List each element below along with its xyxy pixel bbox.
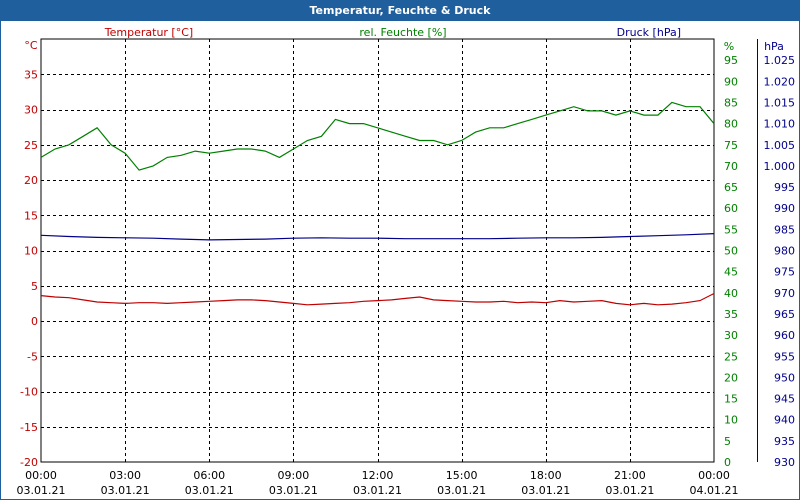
plot-area xyxy=(40,38,715,463)
tick-label-right-humidity: 25 xyxy=(724,350,738,363)
tick-label-x-time: 15:00 xyxy=(446,469,478,482)
tick-label-right-humidity: 15 xyxy=(724,393,738,406)
tick-label-right-humidity: 40 xyxy=(724,287,738,300)
unit-left: °C xyxy=(24,39,38,52)
tick-label-left: 35 xyxy=(24,68,38,81)
tick-label-x-time: 18:00 xyxy=(530,469,562,482)
tick-label-left: 15 xyxy=(24,209,38,222)
tick-label-right-humidity: 5 xyxy=(724,435,731,448)
series-line-left xyxy=(40,292,715,306)
tick-label-right-pressure: 995 xyxy=(774,181,795,194)
tick-label-right-humidity: 55 xyxy=(724,223,738,236)
tick-label-right-humidity: 70 xyxy=(724,160,738,173)
unit-right-pressure: hPa xyxy=(764,40,784,53)
tick-label-right-pressure: 990 xyxy=(774,202,795,215)
tick-label-x-date: 04.01.21 xyxy=(690,484,739,497)
tick-label-right-pressure: 980 xyxy=(774,245,795,258)
tick-label-right-humidity: 80 xyxy=(724,118,738,131)
tick-label-x-date: 03.01.21 xyxy=(17,484,66,497)
tick-label-right-pressure: 975 xyxy=(774,266,795,279)
tick-label-right-humidity: 30 xyxy=(724,329,738,342)
label-pressure: Druck [hPa] xyxy=(617,26,681,39)
tick-label-x-date: 03.01.21 xyxy=(353,484,402,497)
series-line-right1 xyxy=(40,101,715,171)
tick-label-left: 20 xyxy=(24,174,38,187)
tick-label-x-time: 12:00 xyxy=(362,469,394,482)
grid-lines xyxy=(41,39,714,462)
tick-label-left: -20 xyxy=(20,456,38,469)
tick-label-right-humidity: 95 xyxy=(724,54,738,67)
tick-label-right-pressure: 960 xyxy=(774,329,795,342)
tick-label-right-humidity: 75 xyxy=(724,139,738,152)
series-line-right2 xyxy=(40,233,715,241)
tick-label-x-date: 03.01.21 xyxy=(437,484,486,497)
tick-label-right-pressure: 1.005 xyxy=(764,139,796,152)
unit-right-humidity: % xyxy=(724,40,734,53)
series-lines xyxy=(40,101,715,306)
tick-label-right-humidity: 90 xyxy=(724,75,738,88)
tick-label-right-pressure: 935 xyxy=(774,435,795,448)
tick-label-right-humidity: 65 xyxy=(724,181,738,194)
tick-label-right-humidity: 20 xyxy=(724,371,738,384)
tick-label-right-pressure: 1.020 xyxy=(764,75,796,88)
tick-label-x-time: 00:00 xyxy=(698,469,730,482)
tick-label-left: -15 xyxy=(20,421,38,434)
window-title: Temperatur, Feuchte & Druck xyxy=(1,1,799,21)
tick-label-right-humidity: 50 xyxy=(724,245,738,258)
label-humidity: rel. Feuchte [%] xyxy=(359,26,446,39)
tick-label-x-time: 21:00 xyxy=(614,469,646,482)
tick-label-x-date: 03.01.21 xyxy=(101,484,150,497)
label-temperature: Temperatur [°C] xyxy=(104,26,193,39)
tick-label-left: -10 xyxy=(20,386,38,399)
tick-label-x-date: 03.01.21 xyxy=(605,484,654,497)
tick-label-left: 30 xyxy=(24,104,38,117)
tick-label-right-pressure: 930 xyxy=(774,456,795,469)
tick-label-right-humidity: 45 xyxy=(724,266,738,279)
tick-label-right-pressure: 965 xyxy=(774,308,795,321)
tick-label-left: 0 xyxy=(31,315,38,328)
tick-label-x-date: 03.01.21 xyxy=(185,484,234,497)
tick-label-x-time: 06:00 xyxy=(193,469,225,482)
tick-label-right-pressure: 970 xyxy=(774,287,795,300)
tick-label-right-pressure: 1.015 xyxy=(764,96,796,109)
tick-labels: -20 -15 -10 -5 0 5 10 15 20 25 30 35 0 5 10 15 20 25 30 35 4… xyxy=(17,39,795,497)
tick-label-left: -5 xyxy=(27,350,38,363)
tick-label-x-date: 03.01.21 xyxy=(521,484,570,497)
tick-label-right-pressure: 1.010 xyxy=(764,118,796,131)
tick-label-right-pressure: 1.000 xyxy=(764,160,796,173)
tick-label-right-pressure: 950 xyxy=(774,371,795,384)
tick-label-right-humidity: 35 xyxy=(724,308,738,321)
tick-label-right-humidity: 0 xyxy=(724,456,731,469)
tick-label-right-pressure: 955 xyxy=(774,350,795,363)
tick-label-right-pressure: 940 xyxy=(774,414,795,427)
tick-label-left: 10 xyxy=(24,245,38,258)
tick-label-x-time: 00:00 xyxy=(25,469,57,482)
tick-label-x-time: 09:00 xyxy=(278,469,310,482)
tick-label-x-date: 03.01.21 xyxy=(269,484,318,497)
tick-label-right-humidity: 85 xyxy=(724,96,738,109)
tick-label-right-pressure: 945 xyxy=(774,393,795,406)
tick-label-right-pressure: 985 xyxy=(774,223,795,236)
tick-label-right-pressure: 1.025 xyxy=(764,54,796,67)
tick-label-right-humidity: 60 xyxy=(724,202,738,215)
tick-label-right-humidity: 10 xyxy=(724,414,738,427)
tick-label-x-time: 03:00 xyxy=(109,469,141,482)
tick-label-left: 5 xyxy=(31,280,38,293)
tick-label-left: 25 xyxy=(24,139,38,152)
